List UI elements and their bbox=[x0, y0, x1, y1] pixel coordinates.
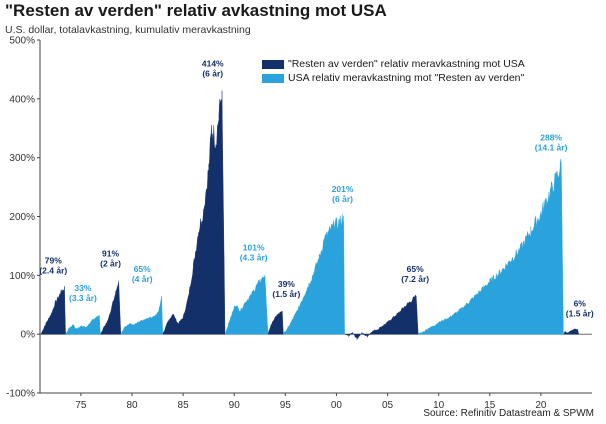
episode-annotation: 65%(4 år) bbox=[132, 264, 153, 284]
annotation-value: 65% bbox=[134, 264, 151, 274]
legend-label-rest: "Resten av verden" relativ meravkastning… bbox=[288, 58, 525, 70]
legend-swatch-usa bbox=[262, 73, 284, 83]
area-usa-episode bbox=[120, 295, 163, 335]
area-rest-episode bbox=[40, 286, 66, 335]
chart-subtitle: U.S. dollar, totalavkastning, kumulativ … bbox=[5, 24, 251, 36]
annotation-value: 288% bbox=[540, 133, 562, 143]
annotation-duration: (14.1 år) bbox=[535, 143, 568, 153]
episode-annotation: 6%(1.5 år) bbox=[566, 299, 594, 319]
annotation-value: 414% bbox=[202, 59, 224, 69]
x-tick-label: 00 bbox=[331, 400, 343, 411]
area-usa-episode bbox=[417, 158, 564, 335]
annotation-value: 101% bbox=[243, 243, 265, 253]
episode-annotation: 288%(14.1 år) bbox=[535, 133, 568, 153]
source-note: Source: Refinitiv Datastream & SPWM bbox=[423, 408, 594, 419]
area-rest-episode bbox=[344, 294, 419, 340]
area-rest-episode bbox=[162, 90, 226, 335]
area-rest-episode bbox=[99, 280, 122, 335]
area-rest-episode bbox=[267, 311, 284, 335]
x-tick-label: 95 bbox=[280, 400, 292, 411]
annotation-duration: (2 år) bbox=[100, 259, 121, 269]
x-tick-label: 20 bbox=[535, 400, 547, 411]
annotation-duration: (4 år) bbox=[132, 274, 153, 284]
legend-label-usa: USA relativ meravkastning mot "Resten av… bbox=[288, 72, 525, 84]
area-rest-episode bbox=[563, 328, 579, 335]
annotation-duration: (3.3 år) bbox=[69, 293, 97, 303]
episode-annotation: 79%(2.4 år) bbox=[39, 256, 67, 276]
y-tick-label: 0% bbox=[21, 330, 36, 341]
area-usa-episode bbox=[65, 314, 101, 335]
x-tick-label: 15 bbox=[484, 400, 496, 411]
x-tick-label: 75 bbox=[75, 400, 87, 411]
annotation-duration: (1.5 år) bbox=[566, 309, 594, 319]
y-tick-label: 400% bbox=[9, 94, 35, 105]
annotation-duration: (4.3 år) bbox=[240, 253, 268, 263]
x-tick-label: 05 bbox=[382, 400, 394, 411]
area-usa-episode bbox=[224, 274, 269, 335]
chart-title: "Resten av verden" relativ avkastning mo… bbox=[5, 1, 387, 20]
y-tick-label: 100% bbox=[9, 271, 35, 282]
y-tick-label: 300% bbox=[9, 153, 35, 164]
annotation-value: 33% bbox=[74, 283, 91, 293]
x-tick-label: 90 bbox=[229, 400, 241, 411]
y-tick-label: 500% bbox=[9, 36, 35, 47]
chart-legend: "Resten av verden" relativ meravkastning… bbox=[262, 57, 525, 85]
y-tick-label: -100% bbox=[6, 389, 35, 400]
episode-annotation: 201%(6 år) bbox=[332, 184, 354, 204]
annotation-duration: (1.5 år) bbox=[272, 289, 300, 299]
episode-annotation: 39%(1.5 år) bbox=[272, 279, 300, 299]
episode-annotation: 414%(6 år) bbox=[202, 59, 224, 79]
legend-swatch-rest bbox=[262, 59, 284, 69]
annotation-duration: (2.4 år) bbox=[39, 266, 67, 276]
annotation-value: 201% bbox=[332, 184, 354, 194]
episode-annotation: 91%(2 år) bbox=[100, 249, 121, 269]
annotation-duration: (6 år) bbox=[332, 194, 353, 204]
legend-entry-usa: USA relativ meravkastning mot "Resten av… bbox=[262, 71, 525, 85]
annotation-duration: (7.2 år) bbox=[401, 274, 429, 284]
episode-annotation: 33%(3.3 år) bbox=[69, 283, 97, 303]
x-tick-label: 80 bbox=[126, 400, 138, 411]
episode-annotation: 101%(4.3 år) bbox=[240, 243, 268, 263]
annotation-value: 79% bbox=[45, 256, 62, 266]
annotation-value: 6% bbox=[574, 299, 587, 309]
annotation-value: 91% bbox=[102, 249, 119, 259]
x-tick-label: 85 bbox=[178, 400, 190, 411]
annotation-duration: (6 år) bbox=[202, 69, 223, 79]
annotation-value: 39% bbox=[278, 279, 295, 289]
legend-entry-rest: "Resten av verden" relativ meravkastning… bbox=[262, 57, 525, 71]
x-tick-label: 10 bbox=[433, 400, 445, 411]
annotation-value: 65% bbox=[407, 264, 424, 274]
area-usa-episode bbox=[283, 213, 345, 335]
episode-annotation: 65%(7.2 år) bbox=[401, 264, 429, 284]
y-tick-label: 200% bbox=[9, 212, 35, 223]
